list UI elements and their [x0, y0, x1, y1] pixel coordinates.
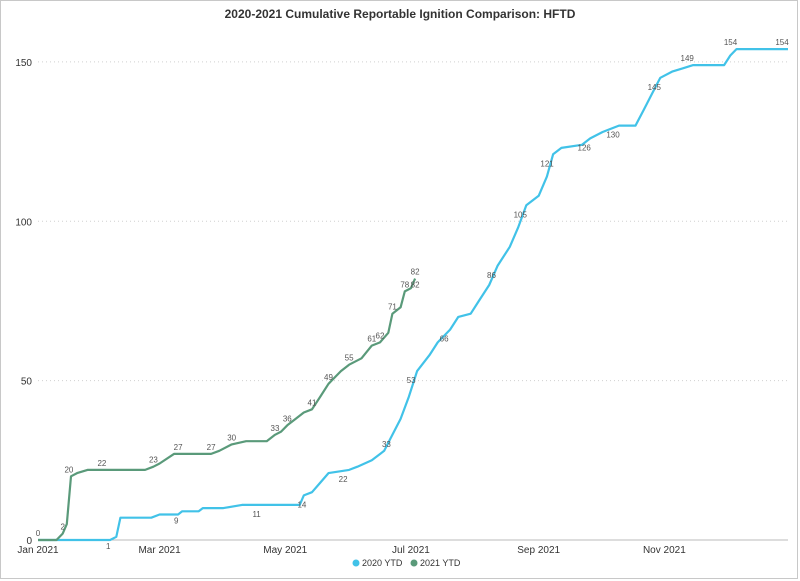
data-label: 62	[376, 331, 385, 340]
data-label: 55	[345, 354, 354, 363]
data-label: 82	[411, 268, 420, 277]
data-label: 149	[681, 54, 695, 63]
x-tick-label: May 2021	[263, 545, 307, 556]
data-label: 154	[775, 38, 789, 47]
chart-title: 2020-2021 Cumulative Reportable Ignition…	[225, 7, 576, 21]
data-label: 66	[440, 335, 449, 344]
data-label: 33	[271, 424, 280, 433]
legend-marker-2020	[352, 559, 360, 567]
legend-marker-2021	[410, 559, 418, 567]
y-tick-label: 0	[26, 536, 32, 547]
data-label: 14	[297, 500, 306, 509]
data-label: 49	[324, 373, 333, 382]
data-label: 36	[283, 414, 292, 423]
data-label: 145	[648, 83, 662, 92]
data-label: 20	[64, 465, 73, 474]
data-label: 53	[407, 376, 416, 385]
data-label: 41	[308, 398, 317, 407]
legend-label: 2021 YTD	[420, 558, 461, 568]
y-tick-label: 100	[15, 217, 32, 228]
x-tick-label: Nov 2021	[643, 545, 686, 556]
data-label: 82	[411, 281, 420, 290]
data-label: 86	[487, 271, 496, 280]
data-label: 33	[382, 440, 391, 449]
series-line-2021	[38, 278, 417, 542]
data-label: 126	[578, 143, 592, 152]
data-label: 78	[400, 280, 409, 289]
data-label: 23	[149, 456, 158, 465]
data-label: 30	[227, 433, 236, 442]
data-label: 105	[514, 210, 528, 219]
data-label: 61	[367, 335, 376, 344]
gridlines	[38, 61, 788, 541]
series-lines	[38, 48, 788, 542]
data-label: 27	[174, 443, 183, 452]
legend[interactable]: 2020 YTD 2021 YTD	[352, 558, 461, 568]
data-label: 2	[60, 523, 65, 532]
data-label: 1	[106, 542, 111, 551]
x-tick-label: Jan 2021	[17, 545, 59, 556]
data-label: 154	[724, 38, 738, 47]
data-label: 9	[174, 516, 179, 525]
x-tick-label: Sep 2021	[517, 545, 560, 556]
data-labels: 1 9 11 14 22 33 53 66 86 105 121 126 130 145 149 154 154…	[36, 38, 789, 551]
y-axis: 0 50 100 150	[15, 58, 32, 547]
y-tick-label: 150	[15, 58, 32, 69]
data-label: 121	[540, 159, 554, 168]
data-label: 22	[339, 475, 348, 484]
data-label: 22	[97, 459, 106, 468]
data-label: 0	[36, 529, 41, 538]
x-tick-label: Jul 2021	[392, 545, 430, 556]
y-tick-label: 50	[21, 377, 33, 388]
x-axis: Jan 2021 Mar 2021 May 2021 Jul 2021 Sep 2021…	[17, 545, 686, 556]
data-label: 11	[252, 510, 261, 519]
data-label: 130	[606, 131, 620, 140]
data-label: 71	[388, 303, 397, 312]
x-tick-label: Mar 2021	[138, 545, 181, 556]
series-line-2020	[38, 48, 788, 542]
data-label: 27	[207, 443, 216, 452]
legend-label: 2020 YTD	[362, 558, 403, 568]
